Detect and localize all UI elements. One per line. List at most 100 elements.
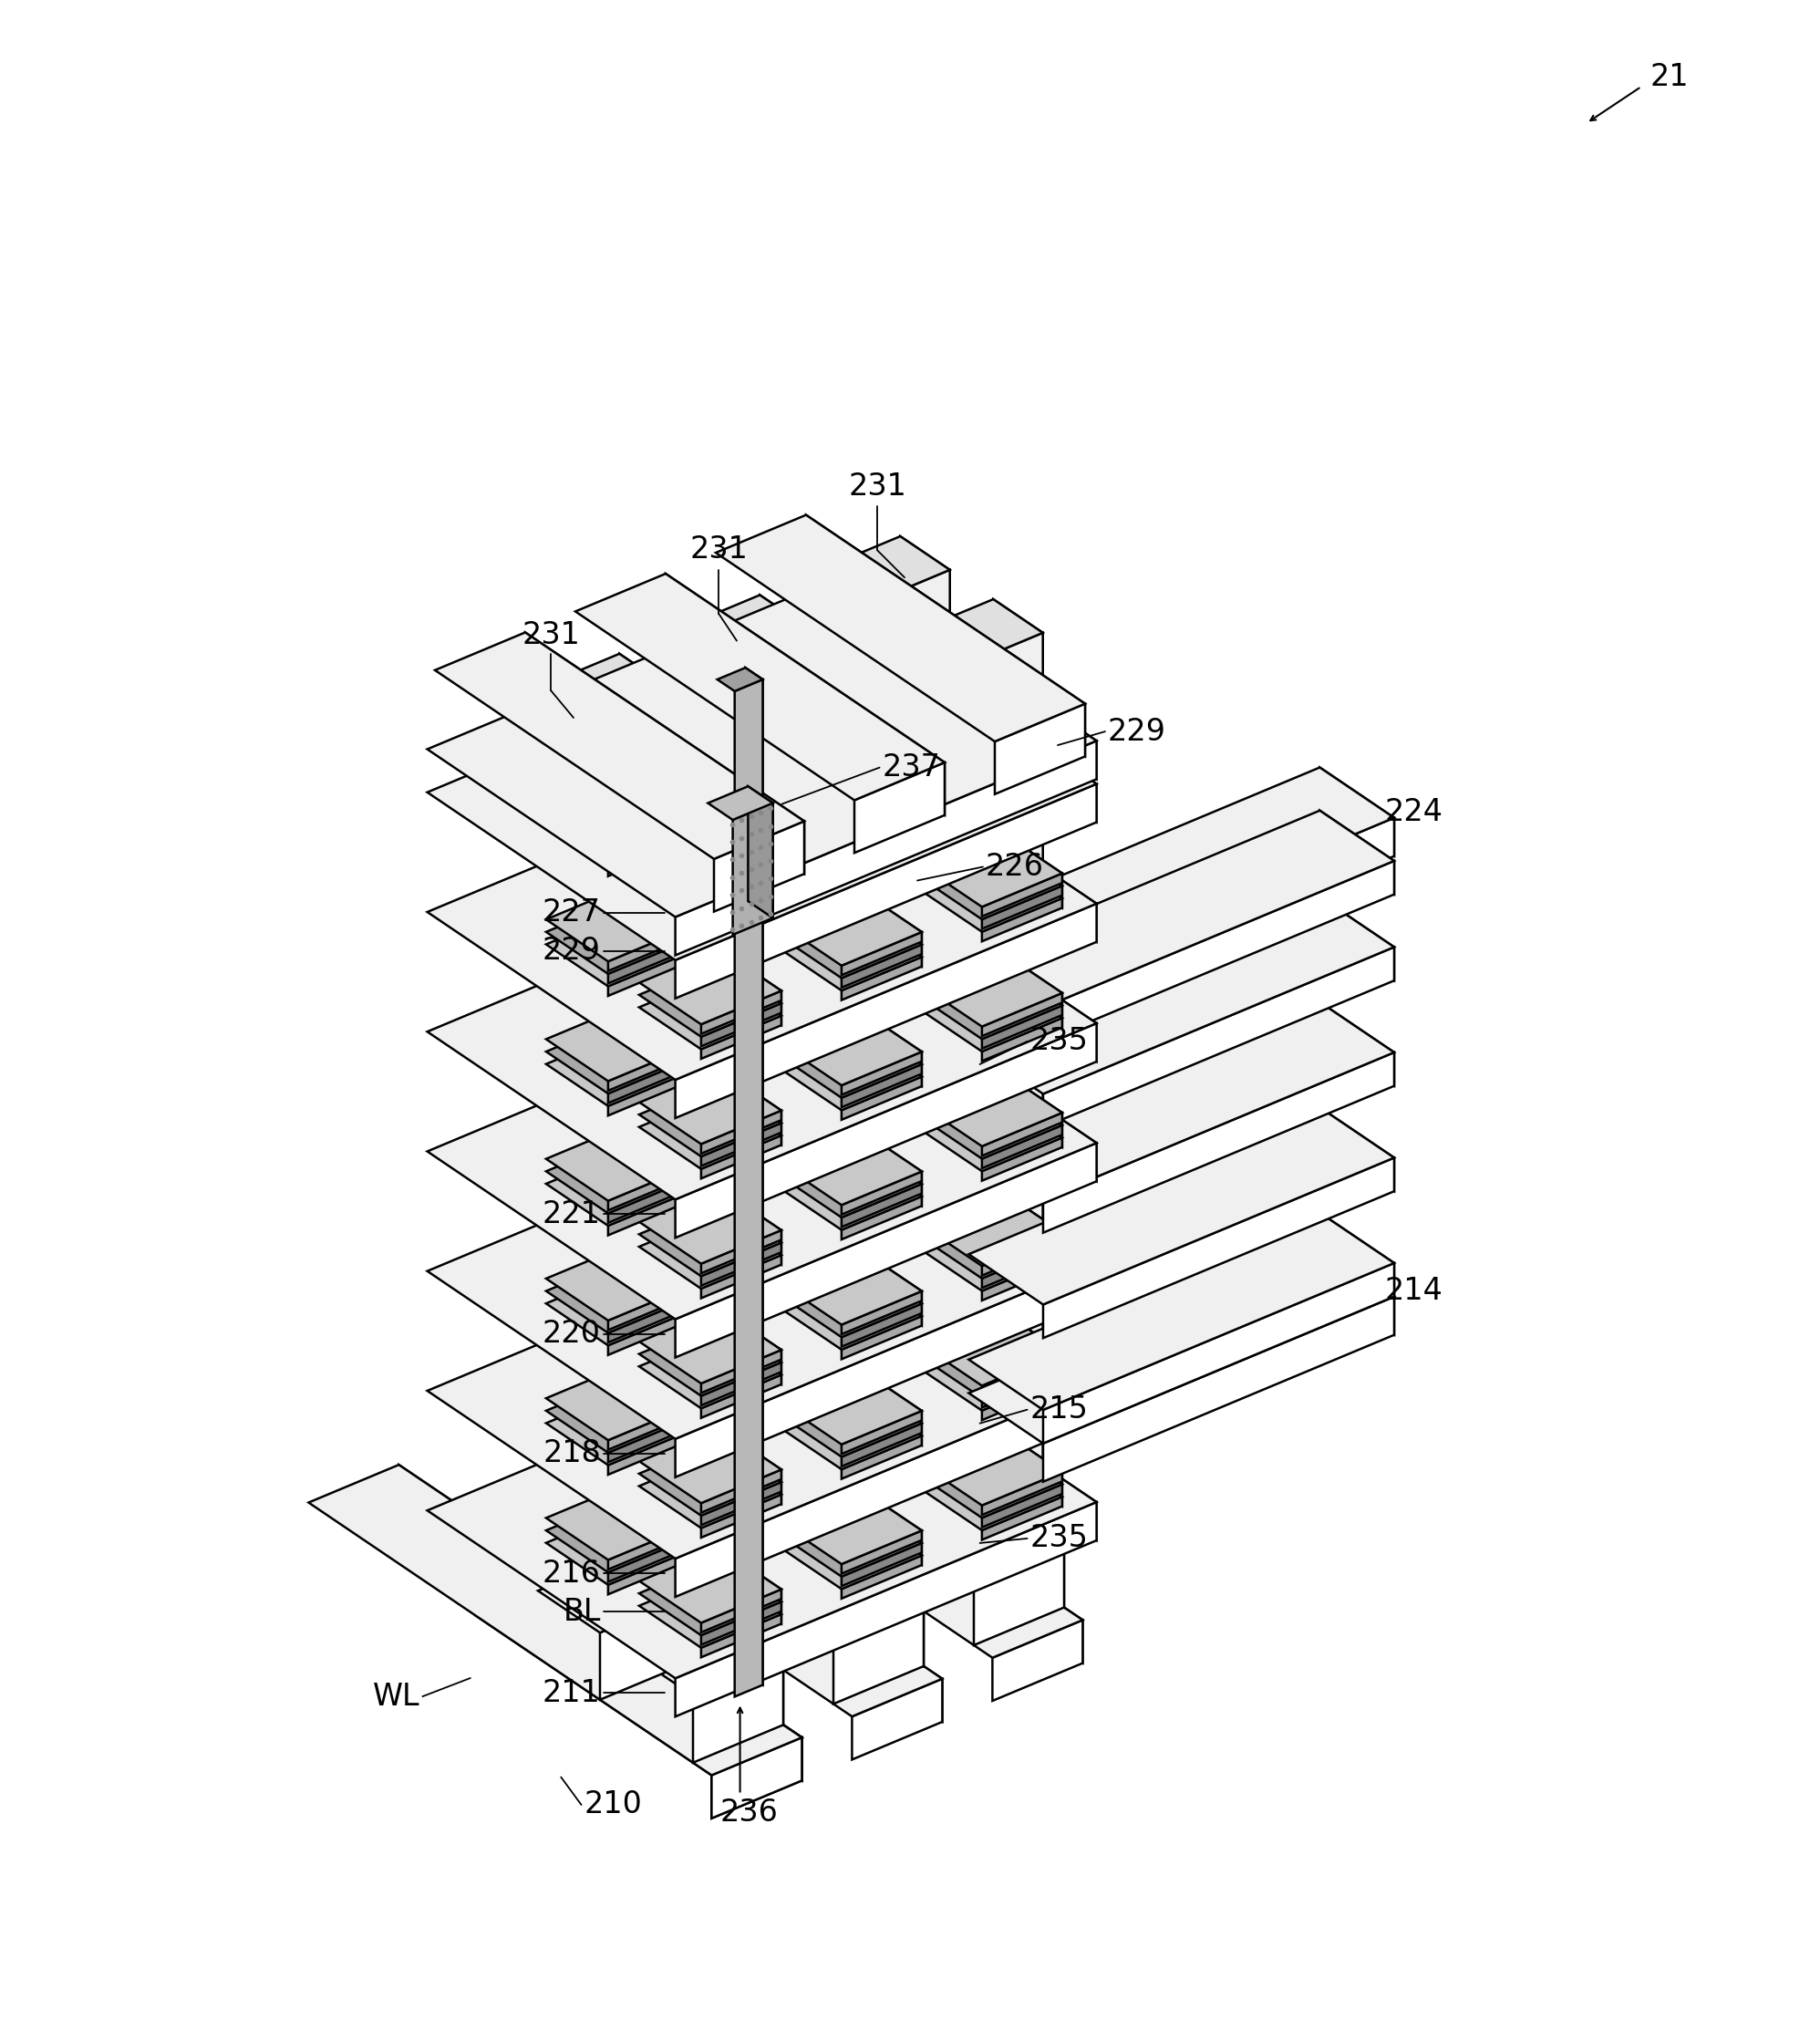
Polygon shape <box>686 1186 828 1261</box>
Polygon shape <box>719 1332 781 1385</box>
Polygon shape <box>686 946 828 1022</box>
Polygon shape <box>748 749 828 792</box>
Polygon shape <box>859 1022 921 1074</box>
Polygon shape <box>766 1330 828 1383</box>
Polygon shape <box>852 1680 943 1759</box>
Polygon shape <box>428 1334 1097 1678</box>
Polygon shape <box>834 1598 925 1704</box>
Text: 231: 231 <box>848 471 906 502</box>
Polygon shape <box>626 898 688 951</box>
Polygon shape <box>1001 831 1063 883</box>
Polygon shape <box>719 1068 781 1119</box>
Polygon shape <box>608 821 688 863</box>
Polygon shape <box>826 1127 970 1202</box>
Polygon shape <box>859 1513 921 1566</box>
Polygon shape <box>713 821 804 912</box>
Polygon shape <box>766 853 828 904</box>
Polygon shape <box>719 1188 781 1239</box>
Polygon shape <box>701 1483 781 1525</box>
Polygon shape <box>626 1005 688 1056</box>
Polygon shape <box>686 1306 828 1381</box>
Polygon shape <box>906 1139 970 1192</box>
Polygon shape <box>859 1154 921 1206</box>
Polygon shape <box>686 959 828 1036</box>
Polygon shape <box>477 1578 803 1775</box>
Text: 214: 214 <box>1385 1275 1443 1306</box>
Text: 237: 237 <box>883 751 941 782</box>
Polygon shape <box>721 1617 783 1724</box>
Polygon shape <box>748 1468 828 1511</box>
Polygon shape <box>546 1497 688 1572</box>
Polygon shape <box>848 1095 1097 1302</box>
Polygon shape <box>888 1074 970 1117</box>
Polygon shape <box>701 991 781 1034</box>
Polygon shape <box>983 1353 1063 1395</box>
Polygon shape <box>996 703 1085 794</box>
Polygon shape <box>841 1424 921 1466</box>
Polygon shape <box>639 1452 781 1527</box>
Polygon shape <box>766 1210 828 1263</box>
Polygon shape <box>983 993 1063 1036</box>
Polygon shape <box>1043 1052 1394 1233</box>
Polygon shape <box>841 944 921 987</box>
Polygon shape <box>906 914 970 965</box>
Polygon shape <box>779 1249 921 1324</box>
Polygon shape <box>626 1365 688 1416</box>
Polygon shape <box>826 900 970 977</box>
Polygon shape <box>779 1393 921 1468</box>
Polygon shape <box>854 762 945 853</box>
Polygon shape <box>608 1060 688 1103</box>
Polygon shape <box>1001 1322 1063 1375</box>
Polygon shape <box>546 1125 688 1200</box>
Polygon shape <box>888 1170 970 1213</box>
Polygon shape <box>983 1485 1063 1527</box>
Polygon shape <box>428 573 1097 918</box>
Polygon shape <box>983 886 1063 928</box>
Polygon shape <box>435 632 804 859</box>
Polygon shape <box>983 873 1063 916</box>
Polygon shape <box>826 888 970 963</box>
Polygon shape <box>841 1172 921 1215</box>
Polygon shape <box>608 1180 688 1223</box>
Polygon shape <box>309 1464 803 1775</box>
Polygon shape <box>888 942 970 985</box>
Polygon shape <box>919 1202 1063 1277</box>
Polygon shape <box>881 1477 972 1582</box>
Polygon shape <box>766 1091 828 1143</box>
Polygon shape <box>841 1316 921 1359</box>
Polygon shape <box>1320 1001 1394 1087</box>
Polygon shape <box>626 1137 688 1190</box>
Polygon shape <box>766 707 828 760</box>
Polygon shape <box>1320 768 1394 857</box>
Polygon shape <box>841 1064 921 1107</box>
Polygon shape <box>983 1365 1063 1407</box>
Polygon shape <box>748 1229 828 1271</box>
Polygon shape <box>546 1269 688 1345</box>
Polygon shape <box>701 1590 781 1633</box>
Polygon shape <box>766 719 828 772</box>
Polygon shape <box>539 1554 690 1633</box>
Polygon shape <box>626 792 688 843</box>
Polygon shape <box>639 1320 781 1395</box>
Polygon shape <box>608 1432 688 1475</box>
Polygon shape <box>859 1273 921 1326</box>
Polygon shape <box>992 1621 1083 1700</box>
Polygon shape <box>859 1369 921 1420</box>
Polygon shape <box>779 1154 921 1231</box>
Polygon shape <box>826 1152 970 1229</box>
Polygon shape <box>608 1407 688 1450</box>
Polygon shape <box>701 1123 781 1166</box>
Polygon shape <box>686 707 828 784</box>
Polygon shape <box>693 1657 783 1763</box>
Polygon shape <box>686 1438 828 1513</box>
Text: 231: 231 <box>690 534 748 565</box>
Text: 229: 229 <box>542 936 601 967</box>
Polygon shape <box>919 963 1063 1040</box>
Polygon shape <box>859 1501 921 1552</box>
Polygon shape <box>826 1247 970 1322</box>
Polygon shape <box>1043 1296 1394 1483</box>
Polygon shape <box>639 1428 781 1503</box>
Polygon shape <box>546 886 688 961</box>
Polygon shape <box>626 1030 688 1083</box>
Polygon shape <box>719 1560 781 1611</box>
